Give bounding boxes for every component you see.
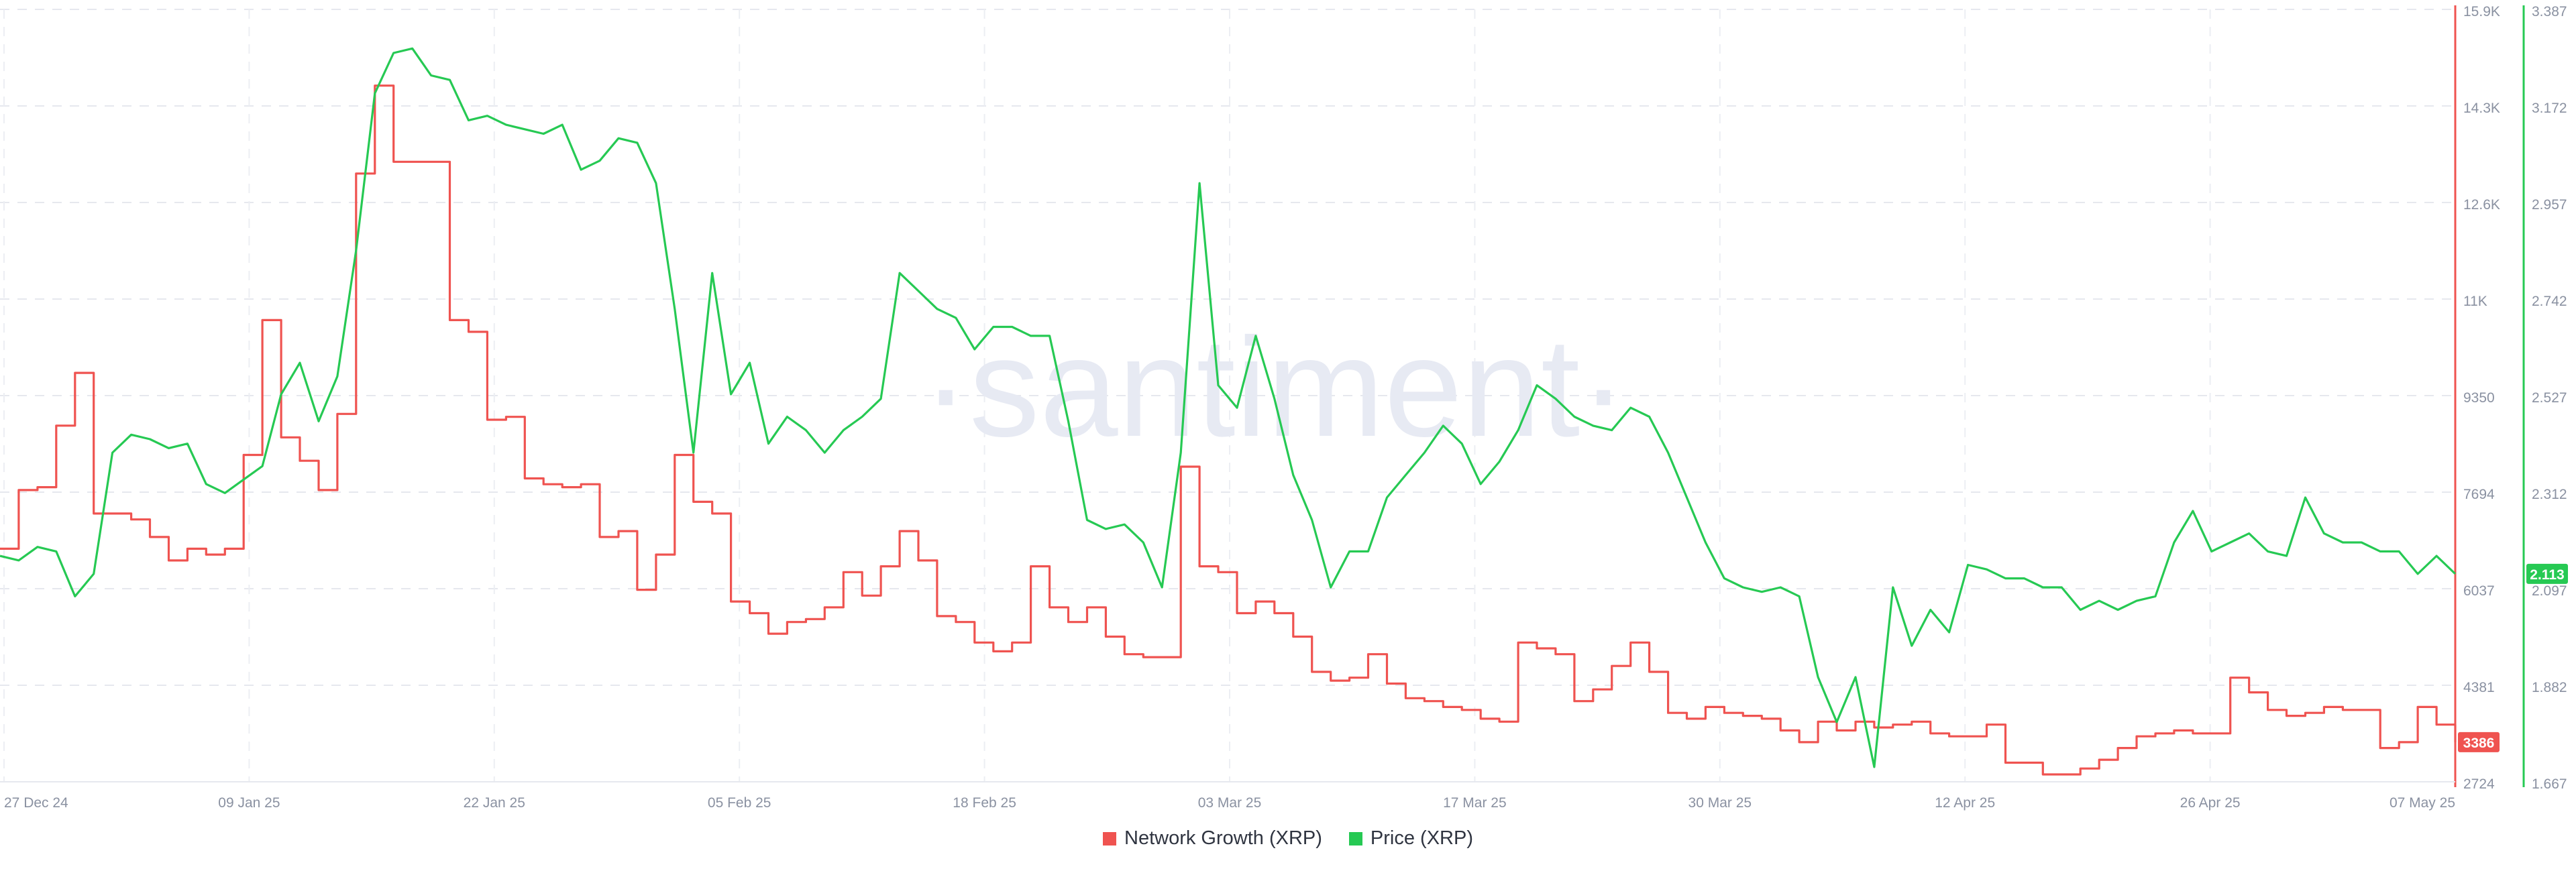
- network-growth-tick-label: 4381: [2463, 680, 2495, 695]
- price-tick-label: 1.882: [2532, 680, 2567, 695]
- network-growth-tick-label: 6037: [2463, 583, 2495, 599]
- price-current-label-text: 2.113: [2530, 567, 2564, 583]
- network-growth-tick-label: 9350: [2463, 390, 2495, 406]
- network-growth-tick-label: 11K: [2463, 294, 2487, 309]
- x-tick-label: 22 Jan 25: [464, 795, 525, 811]
- axes: [0, 5, 2525, 787]
- price-tick-label: 2.957: [2532, 197, 2567, 213]
- price-tick-label: 2.527: [2532, 390, 2567, 406]
- x-tick-label: 09 Jan 25: [218, 795, 280, 811]
- price-tick-label: 2.312: [2532, 487, 2567, 502]
- price-tick-label: 1.667: [2532, 776, 2567, 792]
- legend-network-growth-label: Network Growth (XRP): [1124, 827, 1322, 849]
- x-tick-label: 27 Dec 24: [4, 795, 68, 811]
- price-tick-label: 2.742: [2532, 294, 2567, 309]
- network-growth-tick-label: 7694: [2463, 487, 2495, 502]
- legend-network-growth-swatch: [1103, 831, 1117, 845]
- network-growth-tick-label: 14.3K: [2463, 101, 2500, 116]
- watermark: ·santiment·: [922, 308, 1627, 466]
- network-growth-tick-label: 2724: [2463, 776, 2495, 792]
- network-growth-tick-label: 12.6K: [2463, 197, 2500, 213]
- x-tick-label: 17 Mar 25: [1443, 795, 1507, 811]
- price-tick-label: 3.172: [2532, 101, 2567, 116]
- price-line: [0, 47, 2457, 768]
- x-tick-label: 26 Apr 25: [2180, 795, 2241, 811]
- network-growth-current-label: 3386: [2458, 732, 2500, 752]
- legend-network-growth[interactable]: Network Growth (XRP): [1103, 827, 1322, 850]
- x-tick-label: 07 May 25: [2390, 795, 2455, 811]
- x-tick-label: 03 Mar 25: [1198, 795, 1262, 811]
- price-tick-label: 3.387: [2532, 4, 2567, 19]
- series-layer: [0, 47, 2457, 776]
- x-tick-label: 30 Mar 25: [1688, 795, 1752, 811]
- x-tick-label: 18 Feb 25: [953, 795, 1016, 811]
- price-current-label: 2.113: [2526, 563, 2568, 584]
- network-growth-line: [0, 84, 2457, 776]
- legend-price[interactable]: Price (XRP): [1348, 827, 1473, 850]
- x-tick-label: 05 Feb 25: [708, 795, 771, 811]
- legend-price-label: Price (XRP): [1370, 827, 1473, 849]
- x-tick-label: 12 Apr 25: [1935, 795, 1995, 811]
- network-growth-current-label-text: 3386: [2463, 736, 2495, 751]
- legend-price-swatch: [1348, 831, 1362, 845]
- network-growth-current-label-bg: [2458, 732, 2500, 752]
- network-growth-tick-label: 15.9K: [2463, 4, 2500, 19]
- axis-labels: 15.9K 3.387 14.3K 3.172 12.6K 2.957 11K 2.742 93…: [4, 4, 2568, 811]
- price-current-label-bg: [2526, 563, 2568, 584]
- price-tick-label: 2.097: [2532, 583, 2567, 599]
- legend: Network Growth (XRP) Price (XRP): [0, 827, 2576, 850]
